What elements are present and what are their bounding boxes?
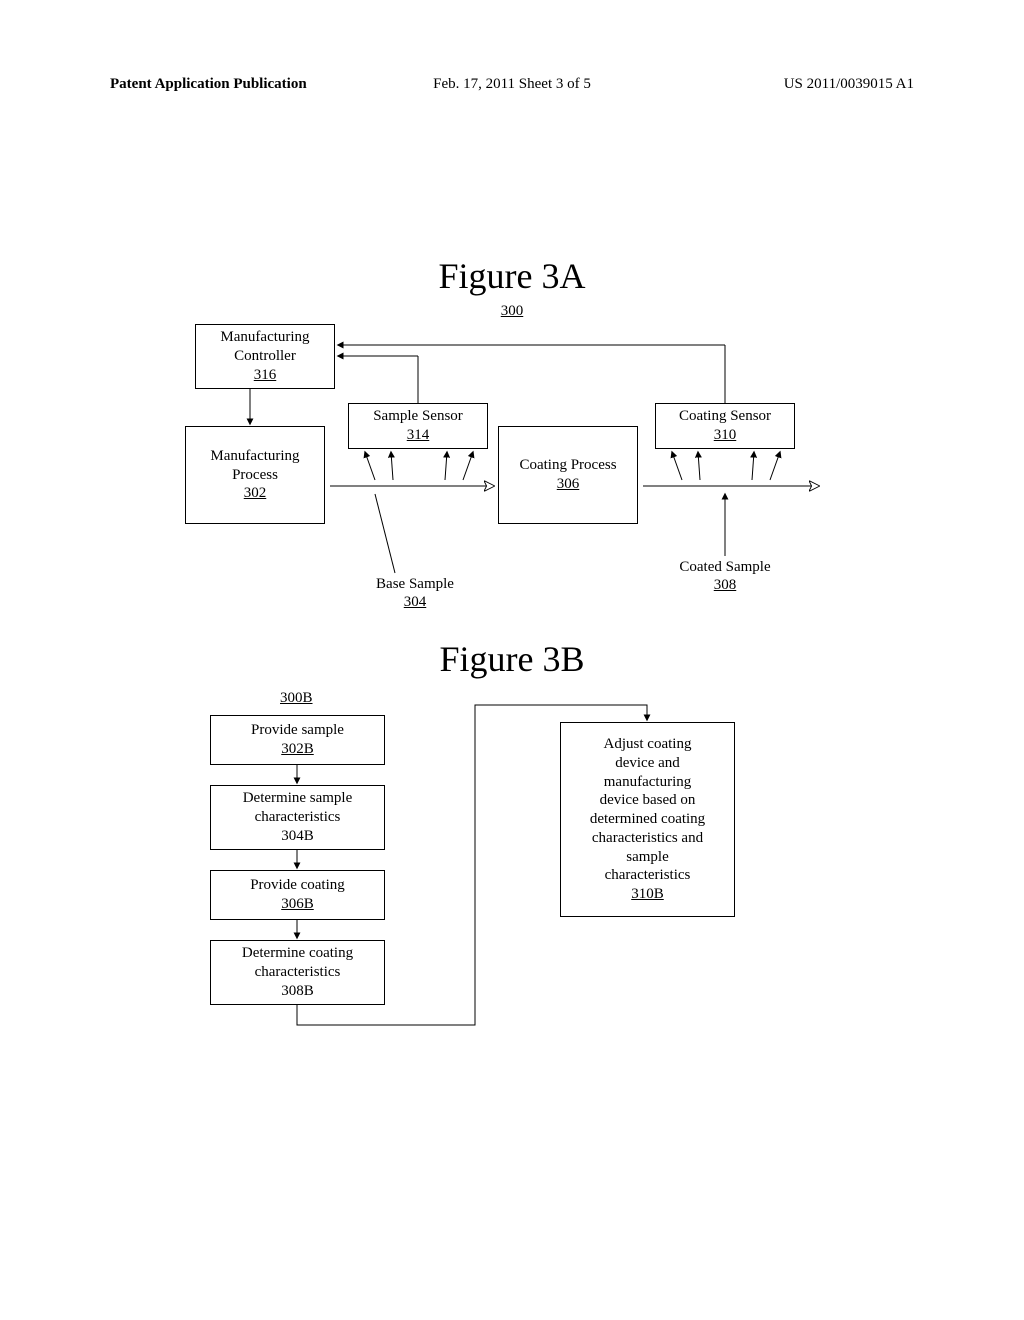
figure-3a-ref: 300 xyxy=(0,303,1024,320)
ref-provide-coating: 306B xyxy=(281,895,314,914)
label-mfg-process: Manufacturing Process xyxy=(210,447,299,485)
ref-sample-sensor: 314 xyxy=(407,426,430,445)
label-mfg-controller: Manufacturing Controller xyxy=(220,328,309,366)
figure-3b-title: Figure 3B xyxy=(0,638,1024,680)
label-coated-sample: Coated Sample xyxy=(679,559,770,575)
ref-coating-process: 306 xyxy=(557,475,580,494)
box-det-coating: Determine coating characteristics 308B xyxy=(210,940,385,1005)
header-center: Feb. 17, 2011 Sheet 3 of 5 xyxy=(433,76,591,93)
annot-base-sample: Base Sample 304 xyxy=(355,575,475,611)
ref-coating-sensor: 310 xyxy=(714,426,737,445)
box-coating-process: Coating Process 306 xyxy=(498,426,638,524)
label-det-sample: Determine sample characteristics xyxy=(243,789,353,827)
box-provide-coating: Provide coating 306B xyxy=(210,870,385,920)
ref-det-sample: 304B xyxy=(281,827,314,846)
label-coating-process: Coating Process xyxy=(519,456,616,475)
header-right: US 2011/0039015 A1 xyxy=(784,76,914,93)
ref-det-coating: 308B xyxy=(281,982,314,1001)
annot-coated-sample: Coated Sample 308 xyxy=(655,558,795,594)
page-header: Patent Application Publication Feb. 17, … xyxy=(0,76,1024,93)
label-base-sample: Base Sample xyxy=(376,576,454,592)
box-adjust: Adjust coating device and manufacturing … xyxy=(560,722,735,917)
figure-3a-title: Figure 3A xyxy=(0,255,1024,297)
ref-coated-sample: 308 xyxy=(655,576,795,594)
label-adjust: Adjust coating device and manufacturing … xyxy=(590,735,705,885)
label-coating-sensor: Coating Sensor xyxy=(679,407,771,426)
figure-3b-ref: 300B xyxy=(280,690,313,707)
label-sample-sensor: Sample Sensor xyxy=(373,407,463,426)
ref-base-sample: 304 xyxy=(355,593,475,611)
label-provide-coating: Provide coating xyxy=(250,876,345,895)
ref-provide-sample: 302B xyxy=(281,740,314,759)
box-provide-sample: Provide sample 302B xyxy=(210,715,385,765)
box-mfg-process: Manufacturing Process 302 xyxy=(185,426,325,524)
box-sample-sensor: Sample Sensor 314 xyxy=(348,403,488,449)
label-provide-sample: Provide sample xyxy=(251,721,344,740)
ref-mfg-controller: 316 xyxy=(254,366,277,385)
box-det-sample: Determine sample characteristics 304B xyxy=(210,785,385,850)
box-mfg-controller: Manufacturing Controller 316 xyxy=(195,324,335,389)
ref-adjust: 310B xyxy=(631,885,664,904)
ref-mfg-process: 302 xyxy=(244,484,267,503)
label-det-coating: Determine coating characteristics xyxy=(242,944,353,982)
box-coating-sensor: Coating Sensor 310 xyxy=(655,403,795,449)
header-left: Patent Application Publication xyxy=(110,76,307,93)
